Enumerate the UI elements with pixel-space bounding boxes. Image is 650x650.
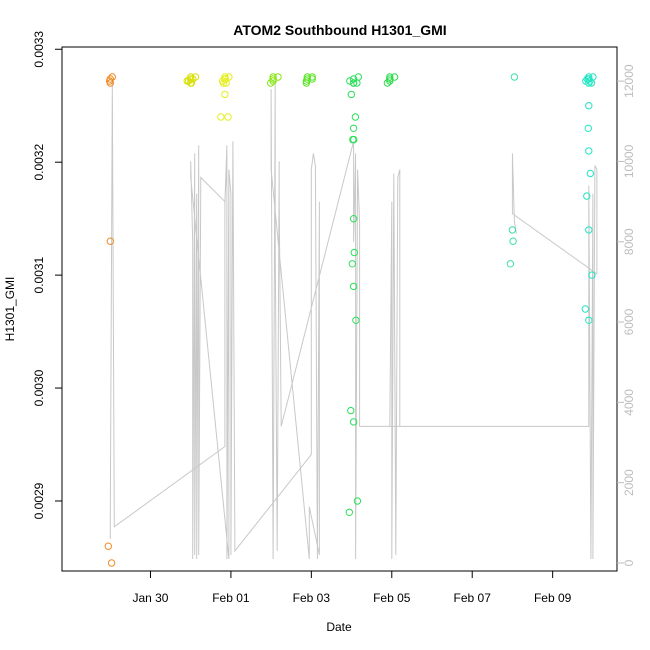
x-tick-label: Jan 30 [132,591,168,605]
data-point [303,73,311,81]
data-point [352,316,360,324]
data-point [509,237,517,245]
y2-tick-label: 2000 [622,469,636,496]
altitude-series [109,81,598,560]
data-point [585,147,593,155]
data-point [585,226,593,234]
y2-tick-label: 8000 [622,228,636,255]
data-point [308,73,316,81]
x-tick-label: Feb 01 [212,591,250,605]
data-point [347,406,355,415]
data-point [224,113,232,121]
y2-tick-label: 0 [622,559,636,566]
data-point [581,305,589,313]
data-point [585,316,593,324]
data-point [349,418,358,426]
y2-tick-label: 10000 [622,144,636,178]
data-point [308,75,316,83]
data-point [349,282,358,291]
y-tick-label: 0.0029 [32,482,46,519]
data-point [353,79,361,87]
data-point [221,90,229,99]
data-point [583,192,591,200]
data-point [386,75,394,83]
data-point [349,124,358,133]
data-point [386,73,394,81]
x-tick-label: Feb 03 [293,591,331,605]
h1301-series [104,73,597,567]
data-point [217,113,225,121]
data-point [348,260,356,268]
data-point [349,215,358,223]
data-point [584,124,592,133]
data-point [104,542,113,550]
data-point [350,135,358,144]
y-tick-label: 0.0031 [32,256,46,293]
data-point [225,73,233,81]
data-point [588,271,596,279]
data-point [187,75,195,83]
data-point [346,77,354,85]
data-point [506,260,515,268]
data-point [585,79,593,87]
y-tick-label: 0.0032 [32,144,46,181]
data-point [390,73,399,81]
y-axis-label: H1301_GMI [3,277,17,342]
data-point [585,102,593,110]
x-tick-label: Feb 05 [373,591,411,605]
data-point [586,169,595,178]
data-point [345,508,353,516]
data-point [274,73,282,81]
data-point [221,75,230,83]
data-point [106,237,115,245]
data-point [347,90,355,99]
data-point [508,226,517,234]
y-tick-label: 0.0033 [32,31,46,68]
data-point [106,79,115,87]
y2-tick-label: 6000 [622,308,636,335]
altitude-line [109,81,598,560]
data-point [269,75,277,83]
data-point [187,79,195,87]
x-axis-label: Date [326,620,352,634]
data-point [107,559,116,567]
chart-title: ATOM2 Southbound H1301_GMI [233,22,446,38]
x-tick-label: Feb 09 [534,591,572,605]
y-axis: 0.0029 0.0030 0.0031 0.0032 0.0033 [32,31,62,519]
y-tick-label: 0.0030 [32,369,46,406]
data-point [587,79,596,87]
y2-tick-label: 4000 [622,389,636,416]
data-point [351,113,360,121]
y2-axis: 0 2000 4000 6000 8000 10000 12000 [617,64,636,566]
data-point [219,79,228,87]
x-tick-label: Feb 07 [454,591,492,605]
data-point [269,77,277,85]
x-axis: Jan 30 Feb 01 Feb 03 Feb 05 Feb 07 Feb 09 [132,571,572,605]
y2-tick-label: 12000 [622,64,636,98]
data-point [349,79,358,87]
data-point [353,497,362,505]
data-point [183,77,191,85]
data-point [386,77,394,85]
data-point [269,73,277,81]
data-point [350,248,358,257]
data-point [510,73,519,81]
plot-frame [61,46,618,572]
